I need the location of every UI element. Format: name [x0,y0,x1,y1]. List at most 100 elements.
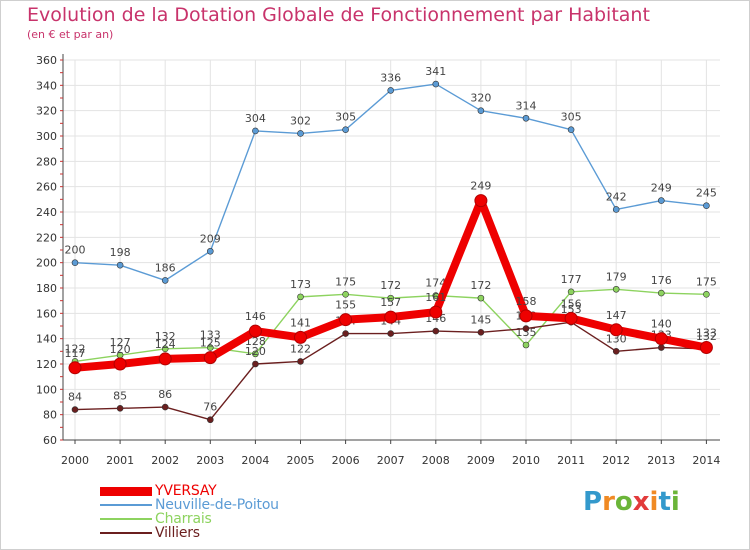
y-tick-label: 280 [36,155,57,168]
data-label-charrais: 174 [425,277,446,290]
y-tick-label: 360 [36,54,57,67]
data-point-villiers [432,327,440,335]
data-point-villiers [657,344,665,351]
data-point-neuville-de-poitou [612,206,620,213]
y-tick-label: 200 [36,257,57,270]
data-label-neuville-de-poitou: 242 [606,190,627,203]
data-point-neuville-de-poitou [477,107,485,114]
data-point-neuville-de-poitou [432,80,440,88]
legend-item-villiers: Villiers [100,525,200,541]
data-point-charrais [342,291,349,298]
brand-logo: Proxiti [583,487,680,517]
data-label-yversay: 147 [606,309,627,322]
data-point-villiers [612,348,620,355]
y-tick-label: 220 [36,231,57,244]
brand-letter: x [632,487,650,517]
data-label-neuville-de-poitou: 305 [335,111,356,124]
data-label-yversay: 157 [380,296,401,309]
brand-letter: i [649,487,659,517]
series-neuville-de-poitou: 200 198 186 209 304 302 305 336 341 320 314 305 242 2… [65,65,717,284]
x-tick-label: 2013 [647,454,675,467]
y-tick-label: 100 [36,383,57,396]
data-point-neuville-de-poitou [116,261,124,269]
data-point-charrais [522,341,530,349]
data-label-charrais: 172 [380,279,401,292]
data-label-yversay: 120 [110,343,131,356]
data-label-neuville-de-poitou: 304 [245,112,266,125]
data-label-yversay: 124 [155,338,176,351]
data-label-neuville-de-poitou: 302 [290,114,311,127]
data-label-yversay: 125 [200,337,221,350]
x-tick-label: 2002 [151,454,179,467]
x-tick-label: 2011 [557,454,585,467]
data-label-villiers: 145 [470,313,491,326]
chart-title: Evolution de la Dotation Globale de Fonc… [27,4,650,26]
brand-letter: P [583,487,603,517]
legend-label: Villiers [155,525,200,541]
data-label-charrais: 179 [606,270,627,283]
data-point-yversay [429,305,443,319]
x-tick-label: 2012 [602,454,630,467]
data-point-villiers [297,358,304,365]
x-tick-label: 2000 [61,454,89,467]
data-label-charrais: 176 [651,274,672,287]
y-tick-label: 180 [36,282,57,295]
brand-letter: t [658,487,671,517]
data-label-yversay: 158 [516,295,537,308]
data-point-neuville-de-poitou [161,277,169,284]
data-point-villiers [207,416,214,424]
data-label-neuville-de-poitou: 245 [696,187,717,200]
data-point-charrais [207,344,214,351]
data-point-yversay [248,324,262,338]
brand-letter: o [614,487,633,517]
data-label-villiers: 76 [203,401,217,414]
data-point-yversay [474,194,488,208]
data-point-yversay [294,330,307,344]
data-label-charrais: 133 [200,329,221,342]
data-point-neuville-de-poitou [207,247,214,255]
data-label-villiers: 130 [606,332,627,345]
data-point-neuville-de-poitou [387,87,395,94]
legend-swatch [100,532,152,534]
plot-area [63,60,720,440]
data-point-charrais [387,294,395,302]
data-point-charrais [567,288,575,296]
data-label-neuville-de-poitou: 314 [516,99,537,112]
y-tick-label: 240 [36,206,57,219]
data-point-yversay [339,313,353,327]
data-point-neuville-de-poitou [703,202,710,209]
data-point-yversay [203,351,217,365]
data-point-yversay [519,309,533,323]
legend-item-yversay: YVERSAY [100,483,217,499]
data-point-charrais [161,345,169,353]
data-label-charrais: 127 [110,336,131,349]
data-label-charrais: 175 [335,275,356,288]
data-point-yversay [609,323,623,337]
y-tick-label: 260 [36,181,57,194]
data-label-yversay: 146 [245,310,266,323]
x-tick-label: 2008 [422,454,450,467]
y-tick-label: 340 [36,79,57,92]
legend-label: Charrais [155,511,212,527]
y-tick-label: 60 [43,434,57,447]
data-label-villiers: 153 [561,303,582,316]
data-point-villiers [522,325,530,332]
data-label-neuville-de-poitou: 249 [651,182,672,195]
legend-label: Neuville-de-Poitou [155,497,279,513]
data-label-villiers: 85 [113,389,127,402]
data-label-neuville-de-poitou: 186 [155,261,176,274]
data-label-neuville-de-poitou: 305 [561,111,582,124]
data-label-neuville-de-poitou: 198 [110,246,131,259]
x-tick-label: 2003 [196,454,224,467]
y-tick-label: 120 [36,358,57,371]
data-label-villiers: 86 [158,388,172,401]
data-point-neuville-de-poitou [342,126,349,133]
brand-letter: i [670,487,680,517]
x-tick-label: 2006 [332,454,360,467]
legend-swatch [100,504,152,506]
data-label-neuville-de-poitou: 200 [65,244,86,257]
data-point-charrais [252,350,259,358]
legend-item-neuville-de-poitou: Neuville-de-Poitou [100,497,279,513]
data-point-villiers [71,406,79,413]
